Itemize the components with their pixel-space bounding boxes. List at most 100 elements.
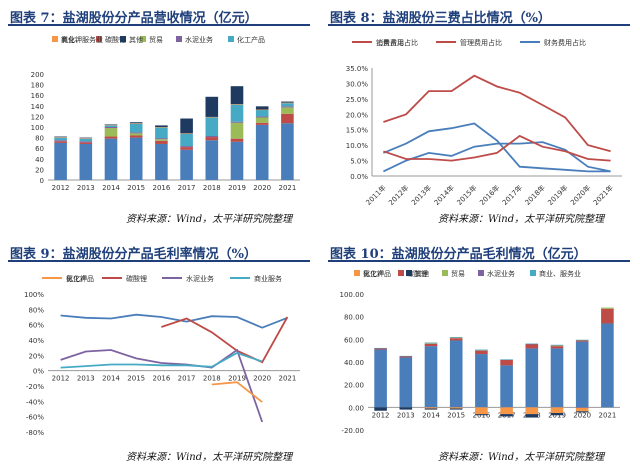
x-tick-label: 2015 bbox=[127, 184, 145, 192]
panel-title-bar: 图表 10：盐湖股份分产品毛利情况（亿元） bbox=[328, 240, 630, 262]
bar-segment bbox=[104, 124, 118, 126]
bar-segment bbox=[230, 121, 244, 123]
panel-title-bar: 图表 9：盐湖股份分产品毛利率情况（%） bbox=[8, 240, 310, 262]
x-tick-label: 2021 bbox=[598, 411, 616, 419]
legend-swatch bbox=[176, 36, 182, 42]
bar-segment bbox=[449, 407, 463, 409]
bar-segment bbox=[155, 125, 168, 127]
legend-label: 贸易 bbox=[451, 269, 465, 278]
bar-segment bbox=[281, 107, 294, 114]
legend-label: 氯化钾 bbox=[363, 269, 384, 278]
bar-segment bbox=[155, 143, 168, 180]
legend-label: 碳酸锂 bbox=[105, 35, 126, 44]
legend-swatch bbox=[478, 270, 484, 276]
x-tick-label: 2018年 bbox=[523, 183, 547, 207]
bar-segment bbox=[104, 125, 118, 127]
legend-label: 氯化钾 bbox=[61, 35, 82, 44]
bar-segment bbox=[129, 133, 143, 136]
y-tick-label: 35.0% bbox=[346, 65, 369, 73]
bar-segment bbox=[230, 104, 244, 122]
x-tick-label: 2013 bbox=[77, 375, 95, 383]
x-tick-label: 2020 bbox=[253, 184, 271, 192]
bar-segment bbox=[525, 343, 539, 349]
bar-segment bbox=[281, 113, 294, 124]
legend-label: 氯化钾 bbox=[66, 274, 87, 283]
legend-label: 财务费用占比 bbox=[544, 38, 586, 47]
legend-label: 贸易 bbox=[149, 35, 163, 44]
y-tick-label: 120 bbox=[31, 113, 44, 121]
bar-segment bbox=[449, 337, 463, 339]
bar-segment bbox=[374, 348, 387, 350]
y-tick-label: 180 bbox=[31, 82, 44, 90]
bar-segment bbox=[424, 342, 438, 344]
bar-segment bbox=[575, 407, 589, 412]
bar-segment bbox=[180, 146, 193, 148]
bar-segment bbox=[104, 136, 118, 139]
legend-swatch bbox=[398, 270, 404, 276]
chart-title: 图表 7：盐湖股份分产品营收情况（亿元） bbox=[10, 11, 258, 26]
bar-segment bbox=[601, 308, 614, 324]
panel-title-bar: 图表 8：盐湖股份三费占比情况（%） bbox=[328, 4, 630, 26]
bar-segment bbox=[79, 142, 93, 144]
bar-segment bbox=[180, 133, 193, 147]
bar-segment bbox=[255, 106, 269, 110]
y-tick-label: 40% bbox=[28, 337, 44, 345]
series-line bbox=[60, 348, 264, 423]
x-tick-label: 2021年 bbox=[591, 183, 615, 207]
bar-segment bbox=[54, 140, 67, 142]
bar-segment bbox=[255, 116, 269, 118]
y-tick-label: 15.0% bbox=[346, 127, 369, 135]
gross-profit-stacked-bar-chart: 氯化钾 碳酸锂 贸易 水泥业务 商业、服务业 化工产品 其他 -20.00 0.00 20.00 4… bbox=[340, 269, 620, 435]
bar-segment bbox=[54, 142, 67, 180]
bar-segment bbox=[281, 103, 294, 107]
bar-segment bbox=[104, 127, 118, 129]
bar-segment bbox=[180, 147, 193, 150]
series-line bbox=[211, 381, 263, 403]
bar-segment bbox=[500, 407, 513, 415]
bar-segment bbox=[180, 118, 193, 134]
legend-swatch bbox=[228, 36, 234, 42]
x-tick-label: 2014年 bbox=[432, 183, 456, 207]
series-line bbox=[383, 141, 611, 173]
bar-segment bbox=[54, 137, 67, 138]
bar-segment bbox=[205, 116, 219, 118]
source-note: 资料来源：Wind，太平洋研究院整理 bbox=[126, 214, 293, 225]
bar-segment bbox=[281, 101, 294, 103]
y-tick-label: 160 bbox=[31, 92, 44, 100]
bar-segment bbox=[129, 137, 143, 180]
legend-swatch bbox=[120, 36, 126, 42]
bar-segment bbox=[475, 407, 488, 415]
y-tick-label: -20% bbox=[26, 383, 44, 391]
x-tick-label: 2012年 bbox=[387, 183, 411, 207]
x-tick-label: 2013 bbox=[77, 184, 95, 192]
x-tick-label: 2017 bbox=[178, 375, 196, 383]
bar-segment bbox=[129, 135, 143, 138]
bar-segment bbox=[399, 356, 413, 358]
y-tick-label: 100.00 bbox=[340, 291, 365, 299]
chart-title: 图表 10：盐湖股份分产品毛利情况（亿元） bbox=[330, 247, 587, 262]
series-line bbox=[60, 352, 263, 369]
bar-segment bbox=[230, 104, 244, 105]
bar-segment bbox=[449, 337, 463, 338]
x-tick-label: 2016 bbox=[472, 411, 490, 419]
y-tick-label: 20% bbox=[28, 352, 44, 360]
bar-segment bbox=[180, 133, 193, 134]
series-line bbox=[383, 122, 611, 173]
legend-label: 碳酸锂 bbox=[126, 274, 147, 283]
bar-segment bbox=[575, 411, 589, 413]
x-tick-label: 2019 bbox=[548, 411, 566, 419]
legend-label: 其他 bbox=[415, 269, 429, 278]
bar-segment bbox=[205, 136, 219, 138]
y-tick-label: -20.00 bbox=[341, 427, 364, 435]
y-tick-label: 20.00 bbox=[344, 382, 364, 390]
bar-segment bbox=[449, 340, 463, 408]
bar-segment bbox=[475, 414, 488, 416]
bar-segment bbox=[255, 122, 269, 125]
bar-segment bbox=[449, 338, 463, 341]
x-tick-label: 2012 bbox=[372, 411, 390, 419]
bar-segment bbox=[281, 123, 294, 180]
y-tick-label: 80% bbox=[28, 306, 44, 314]
source-note: 资料来源：Wind，太平洋研究院整理 bbox=[126, 452, 293, 463]
bar-segment bbox=[281, 106, 294, 108]
bar-segment bbox=[205, 137, 219, 141]
